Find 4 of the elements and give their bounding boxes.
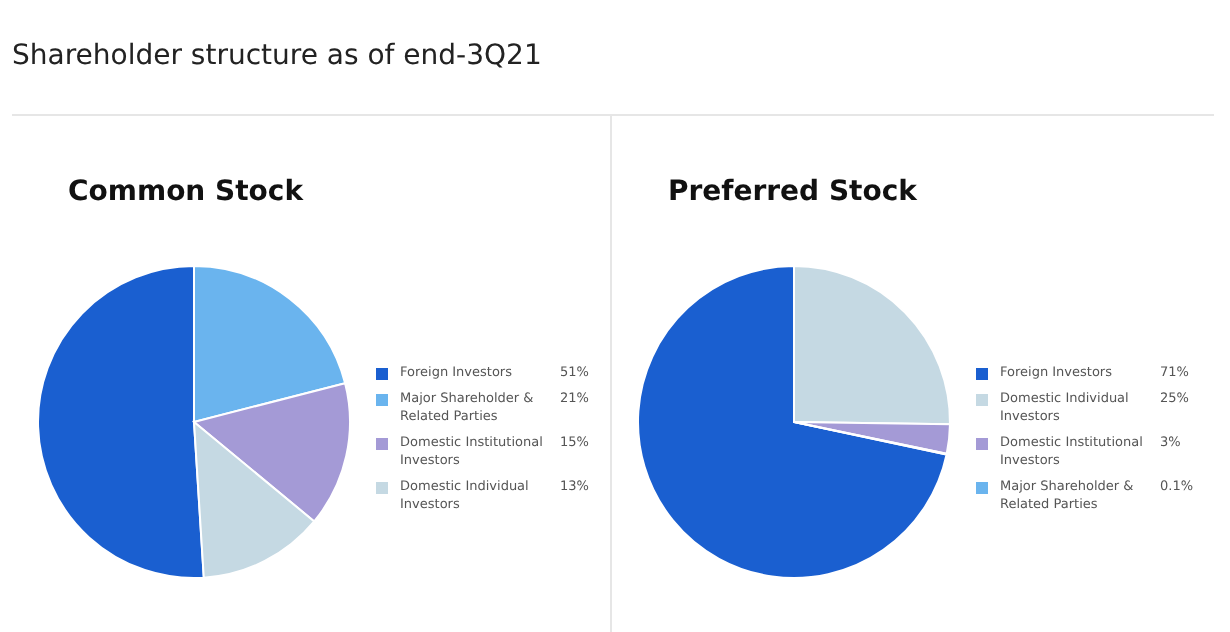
pie-slice (637, 265, 948, 579)
chart-title: Preferred Stock (668, 176, 917, 208)
text: Shareholder structure as of end-3Q21 (12, 40, 542, 72)
chart-title: Common Stock (68, 176, 304, 208)
